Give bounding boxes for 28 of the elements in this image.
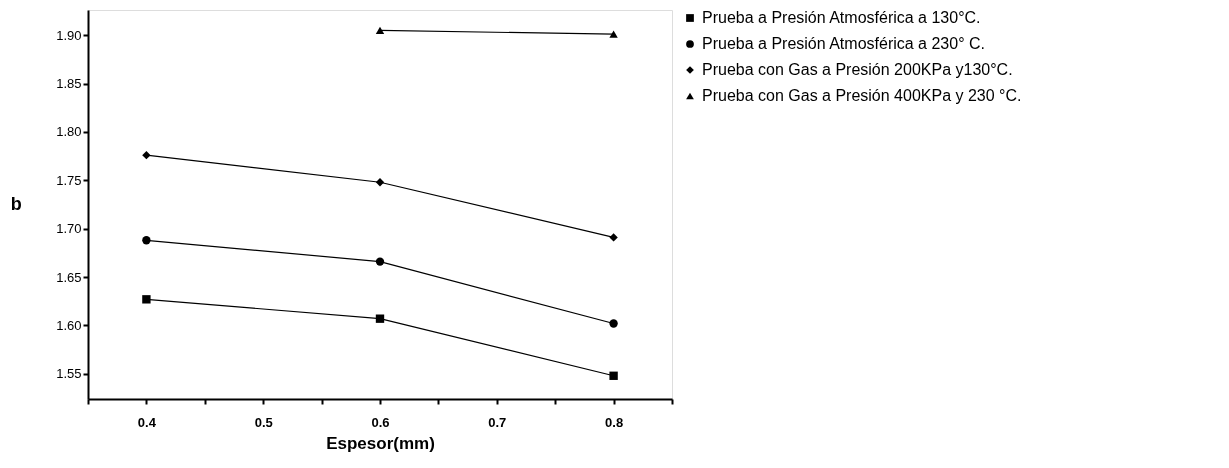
point [142, 295, 151, 304]
x-tick-label: 0.5 [254, 414, 273, 430]
y-tick-label: 1.90 [56, 27, 82, 43]
legend-label: Prueba con Gas a Presión 200KPa y130°C. [702, 61, 1013, 78]
y-tick-label: 1.60 [56, 317, 82, 333]
point [609, 371, 618, 380]
y-tick-label: 1.70 [56, 221, 82, 237]
legend-label: Prueba con Gas a Presión 400KPa y 230 °C. [702, 87, 1022, 104]
y-tick-label: 1.65 [56, 269, 82, 285]
point [609, 319, 618, 328]
x-tick-label: 0.7 [488, 414, 507, 430]
point [142, 150, 151, 160]
point [375, 257, 385, 266]
y-tick-label: 1.85 [56, 76, 82, 92]
point [142, 236, 151, 245]
x-tick-label: 0.6 [371, 414, 390, 430]
x-tick-label: 0.4 [137, 414, 157, 430]
x-axis-title: Espesor(mm) [326, 433, 435, 453]
y-tick-label: 1.80 [56, 124, 82, 140]
point [609, 233, 618, 242]
y-tick-label: 1.55 [56, 366, 82, 382]
point [375, 314, 385, 323]
y-axis-title: b [10, 194, 22, 214]
legend-label: Prueba a Presión Atmosférica a 230° C. [702, 35, 985, 52]
point [375, 178, 385, 187]
x-tick-label: 0.8 [605, 414, 624, 430]
y-tick-label: 1.75 [56, 172, 82, 188]
legend-label: Prueba a Presión Atmosférica a 130°C. [702, 9, 981, 26]
